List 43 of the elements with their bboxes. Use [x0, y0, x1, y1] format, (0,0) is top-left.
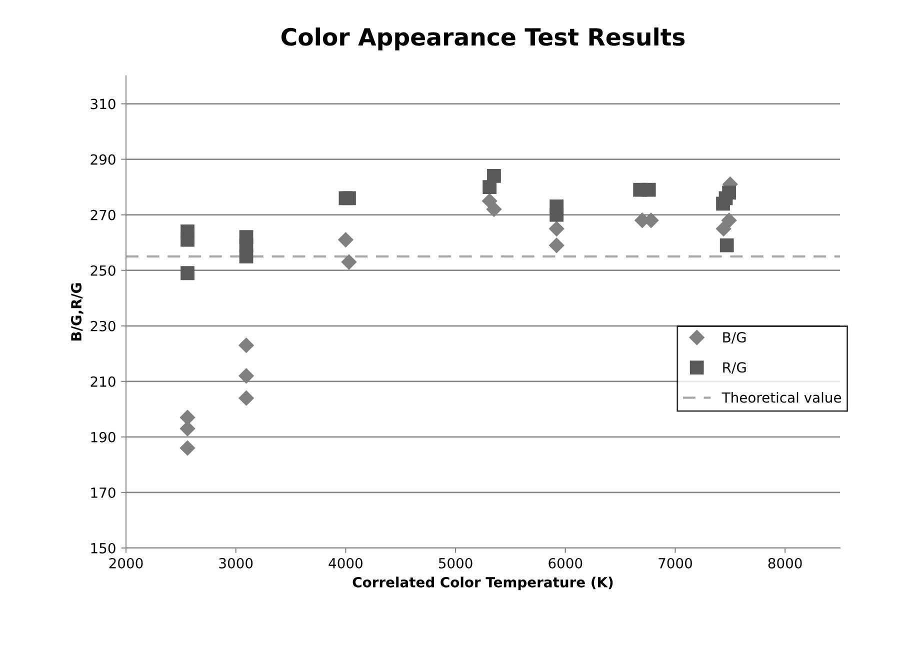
legend-label: Theoretical value: [722, 392, 842, 403]
y-tick-label: 310: [90, 98, 116, 110]
y-tick-label: 150: [91, 542, 116, 554]
point: [180, 266, 194, 280]
point: [239, 250, 254, 264]
x-tick-label: 7000: [658, 558, 692, 568]
legend-label: R/G: [723, 362, 746, 374]
y-tick-label: 250: [90, 265, 116, 276]
point: [238, 390, 254, 406]
chart-title: Color Appearance Test Results: [281, 28, 685, 50]
point: [341, 254, 357, 270]
point: [642, 182, 656, 197]
x-axis-title: Correlated Color Temperature (K): [352, 576, 613, 590]
point: [238, 338, 254, 353]
point: [721, 212, 737, 228]
y-tick-label: 290: [90, 154, 116, 165]
point: [180, 421, 196, 436]
x-tick-label: 6000: [548, 558, 582, 568]
y-tick-label: 270: [90, 210, 116, 220]
point: [338, 232, 354, 248]
point: [238, 368, 254, 384]
y-tick-label: 230: [90, 320, 116, 332]
point: [722, 186, 736, 200]
point: [550, 208, 564, 222]
y-tick-label: 210: [90, 376, 116, 387]
x-tick-label: 5000: [438, 558, 472, 568]
x-tick-label: 4000: [328, 558, 362, 568]
point: [180, 440, 196, 456]
y-axis-title: B/G,R/G: [71, 283, 84, 340]
y-tick-label: 170: [91, 487, 116, 498]
point: [716, 221, 732, 236]
point: [720, 238, 734, 252]
x-tick-label: 2000: [109, 558, 143, 568]
point: [342, 191, 356, 206]
point: [486, 202, 502, 217]
y-tick-label: 190: [91, 432, 116, 442]
legend-label: B/G: [723, 332, 746, 344]
x-tick-label: 8000: [768, 558, 802, 568]
point: [549, 238, 564, 253]
point: [549, 221, 564, 236]
x-tick-label: 3000: [219, 558, 253, 568]
point: [180, 232, 194, 247]
point: [487, 169, 501, 183]
